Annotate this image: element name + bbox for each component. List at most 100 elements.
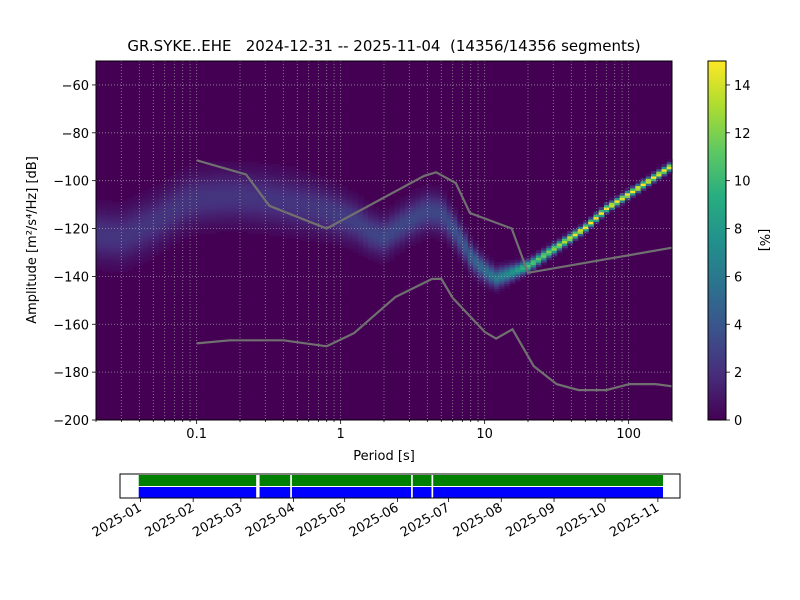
heatmap-cell [96, 206, 102, 210]
heatmap-cell [153, 185, 160, 189]
heatmap-cell [169, 228, 176, 232]
heatmap-cell [478, 254, 485, 258]
heatmap-cell [399, 228, 406, 232]
heatmap-cell [347, 216, 354, 220]
heatmap-cell [336, 221, 343, 225]
heatmap-cell [169, 209, 176, 213]
heatmap-cell [410, 235, 417, 239]
heatmap-cell [190, 187, 197, 191]
heatmap-cell [289, 211, 296, 215]
heatmap-cell [467, 269, 474, 273]
heatmap-cell [446, 206, 453, 210]
heatmap-cell [122, 228, 129, 232]
heatmap-cell [268, 223, 275, 227]
heatmap-cell [483, 257, 490, 261]
heatmap-cell [116, 218, 123, 222]
heatmap-cell [279, 166, 286, 170]
heatmap-cell [535, 252, 542, 256]
heatmap-cell [116, 257, 123, 261]
heatmap-cell [190, 197, 197, 201]
heatmap-cell [211, 178, 218, 182]
heatmap-cell [185, 190, 191, 194]
heatmap-cell [111, 259, 118, 263]
heatmap-cell [541, 247, 547, 251]
y-tick-label: −180 [53, 366, 89, 381]
heatmap-cell [127, 252, 134, 256]
heatmap-cell [446, 197, 453, 201]
heatmap-cell [420, 202, 427, 206]
heatmap-cell [242, 223, 249, 227]
timeline-tick-label: 2025-06 [347, 500, 402, 540]
heatmap-cell [221, 199, 228, 203]
heatmap-cell [232, 161, 238, 165]
heatmap-cell [122, 238, 129, 242]
heatmap-cell [122, 230, 129, 234]
heatmap-cell [111, 216, 118, 220]
heatmap-cell [378, 214, 385, 218]
heatmap-cell [404, 202, 411, 206]
heatmap-cell [153, 204, 160, 208]
heatmap-cell [378, 226, 385, 230]
heatmap-cell [357, 233, 364, 237]
heatmap-cell [190, 178, 197, 182]
heatmap-cell [462, 254, 469, 258]
heatmap-cell [624, 192, 631, 196]
heatmap-cell [415, 197, 422, 201]
heatmap-cell [101, 204, 108, 208]
heatmap-cell [158, 185, 165, 189]
heatmap-cell [525, 259, 532, 263]
heatmap-cell [441, 216, 448, 220]
heatmap-cell [211, 171, 218, 175]
heatmap-cell [488, 283, 495, 287]
heatmap-cell [101, 221, 108, 225]
heatmap-cell [425, 183, 432, 187]
heatmap-cell [158, 197, 165, 201]
heatmap-cell [493, 281, 500, 285]
heatmap-cell [232, 187, 238, 191]
heatmap-cell [143, 218, 149, 222]
heatmap-cell [221, 173, 228, 177]
heatmap-cell [389, 235, 396, 239]
heatmap-cell [148, 247, 155, 251]
heatmap-cell [399, 223, 406, 227]
heatmap-cell [116, 214, 123, 218]
heatmap-cell [441, 228, 448, 232]
heatmap-cell [263, 204, 270, 208]
heatmap-cell [116, 254, 123, 258]
heatmap-cell [321, 206, 327, 210]
heatmap-cell [226, 195, 233, 199]
heatmap-cell [315, 180, 322, 184]
heatmap-cell [101, 240, 108, 244]
heatmap-cell [143, 202, 149, 206]
heatmap-cell [520, 276, 526, 280]
heatmap-cell [190, 180, 197, 184]
heatmap-cell [169, 199, 176, 203]
heatmap-cell [185, 206, 191, 210]
heatmap-cell [462, 242, 469, 246]
heatmap-cell [179, 190, 186, 194]
heatmap-cell [441, 199, 448, 203]
heatmap-cell [195, 206, 202, 210]
heatmap-cell [394, 247, 401, 251]
heatmap-cell [122, 250, 129, 254]
heatmap-cell [331, 216, 338, 220]
heatmap-cell [326, 218, 333, 222]
heatmap-cell [478, 281, 485, 285]
heatmap-cell [530, 252, 537, 256]
heatmap-cell [263, 228, 270, 232]
heatmap-cell [289, 185, 296, 189]
heatmap-cell [164, 192, 170, 196]
heatmap-cell [137, 240, 144, 244]
heatmap-cell [342, 214, 348, 218]
heatmap-cell [373, 206, 380, 210]
heatmap-cell [357, 202, 364, 206]
heatmap-cell [378, 235, 385, 239]
heatmap-cell [462, 238, 469, 242]
heatmap-cell [96, 218, 102, 222]
heatmap-cell [394, 216, 401, 220]
heatmap-cell [441, 218, 448, 222]
heatmap-cell [483, 264, 490, 268]
heatmap-cell [425, 185, 432, 189]
heatmap-cell [205, 206, 212, 210]
